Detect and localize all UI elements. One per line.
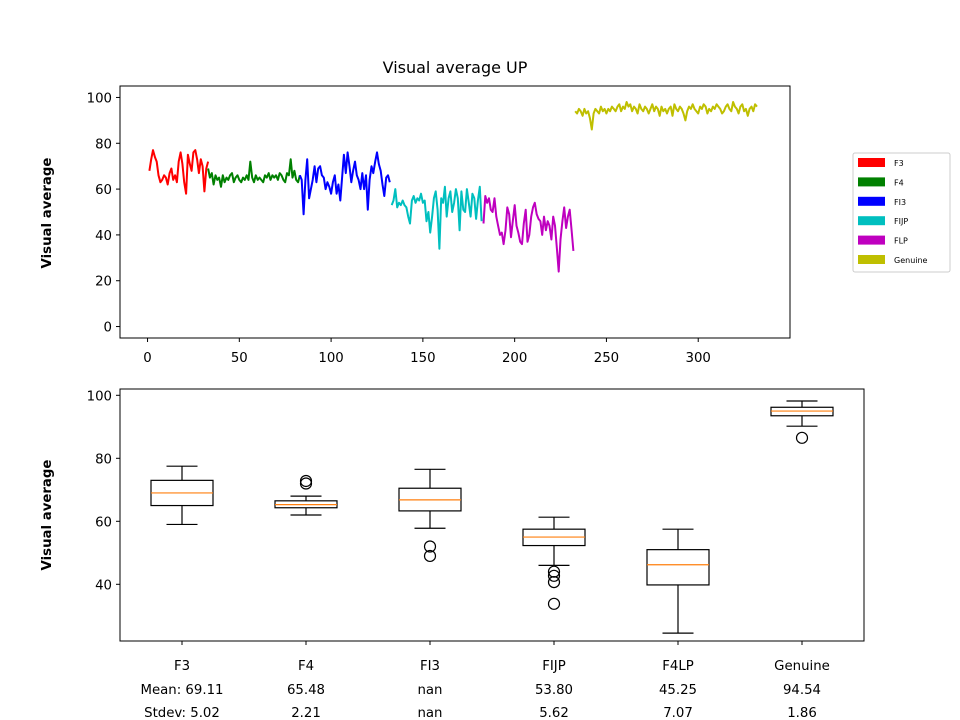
category-label: FI3 xyxy=(420,659,440,674)
mean-label: Mean: 69.11 xyxy=(140,683,223,698)
legend-label: F4 xyxy=(894,178,904,187)
x-tick-label: 150 xyxy=(410,351,435,366)
line-series-group xyxy=(148,101,758,273)
box-fi3 xyxy=(398,468,462,563)
chart-title: Visual average UP xyxy=(383,58,528,77)
line-series-f4 xyxy=(207,158,301,188)
y-tick-label: 100 xyxy=(87,389,112,404)
outlier-point xyxy=(547,569,561,582)
y-tick-label: 40 xyxy=(95,578,112,593)
y-tick-label: 20 xyxy=(95,275,112,290)
line-series-flp xyxy=(482,195,575,273)
legend: F3 F4 FI3 FIJP FLP Genuine xyxy=(852,152,951,273)
outlier-point xyxy=(423,540,437,553)
stdev-label: 5.62 xyxy=(539,706,569,720)
legend-frame xyxy=(852,152,951,273)
box-body xyxy=(646,549,710,586)
stdev-label: 1.86 xyxy=(787,706,817,720)
line-series-fi3 xyxy=(298,151,391,216)
legend-swatch-fijp xyxy=(858,216,885,226)
box-f4 xyxy=(274,474,338,516)
top-axis-ticks: 0 50 100 150 200 250 300 0 20 40 60 80 100 xyxy=(87,91,711,366)
legend-swatch-flp xyxy=(858,235,885,245)
mean-label: 53.80 xyxy=(535,683,573,698)
line-series-genuine xyxy=(574,101,758,131)
x-tick-label: 200 xyxy=(502,351,527,366)
stdev-label: Stdev: 5.02 xyxy=(144,706,220,720)
box-genuine xyxy=(770,400,834,444)
mean-label: nan xyxy=(417,683,442,698)
x-tick-label: 300 xyxy=(686,351,711,366)
legend-label: Genuine xyxy=(894,256,928,265)
mean-label: 94.54 xyxy=(783,683,821,698)
category-label: FIJP xyxy=(542,659,566,674)
y-tick-label: 60 xyxy=(95,183,112,198)
stdev-label: nan xyxy=(417,706,442,720)
legend-label: F3 xyxy=(894,159,904,168)
stdev-label: 7.07 xyxy=(663,706,693,720)
bottom-plot-frame xyxy=(119,388,865,642)
mean-label: 45.25 xyxy=(659,683,697,698)
y-tick-label: 80 xyxy=(95,137,112,152)
line-chart-axes: Visual average UP Visual average 0 50 100 1… xyxy=(40,58,791,366)
box-group xyxy=(150,400,834,634)
x-tick-label: 250 xyxy=(594,351,619,366)
legend-label: FI3 xyxy=(894,198,906,207)
y-tick-label: 40 xyxy=(95,229,112,244)
legend-swatch-fi3 xyxy=(858,196,885,206)
legend-label: FLP xyxy=(894,237,908,246)
top-plot-frame xyxy=(119,85,791,339)
box-f4lp xyxy=(646,528,710,634)
y-tick-label: 100 xyxy=(87,91,112,106)
legend-swatch-genuine xyxy=(858,255,885,264)
line-series-fijp xyxy=(390,185,483,250)
box-plot-axes: Visual average 40 60 80 100 F3 Mean: 69.11 Std… xyxy=(40,388,865,720)
box-f3 xyxy=(150,465,214,526)
mean-label: 65.48 xyxy=(287,683,325,698)
legend-swatch-f3 xyxy=(858,158,885,167)
outlier-point xyxy=(547,597,561,610)
outlier-point xyxy=(299,477,313,490)
bottom-axis-ticks: 40 60 80 100 F3 Mean: 69.11 Stdev: 5.02 F4 65.48… xyxy=(87,389,830,720)
y-axis-label-bottom: Visual average xyxy=(40,460,55,571)
y-tick-label: 60 xyxy=(95,515,112,530)
outlier-point xyxy=(299,474,313,488)
y-axis-label-top: Visual average xyxy=(40,158,55,269)
outlier-point xyxy=(423,549,437,563)
category-label: F4LP xyxy=(662,659,694,674)
outlier-point xyxy=(795,431,809,444)
box-fijp xyxy=(522,516,586,610)
x-tick-label: 100 xyxy=(318,351,343,366)
x-tick-label: 50 xyxy=(231,351,248,366)
outlier-point xyxy=(547,575,561,589)
stdev-label: 2.21 xyxy=(291,706,321,720)
y-tick-label: 80 xyxy=(95,452,112,467)
legend-label: FIJP xyxy=(894,217,908,226)
legend-swatch-f4 xyxy=(858,177,885,187)
category-label: F4 xyxy=(298,659,314,674)
y-tick-label: 0 xyxy=(104,321,112,336)
line-series-f3 xyxy=(148,149,210,195)
outlier-point xyxy=(547,565,561,578)
category-label: Genuine xyxy=(774,659,830,674)
x-tick-label: 0 xyxy=(143,351,151,366)
category-label: F3 xyxy=(174,659,190,674)
